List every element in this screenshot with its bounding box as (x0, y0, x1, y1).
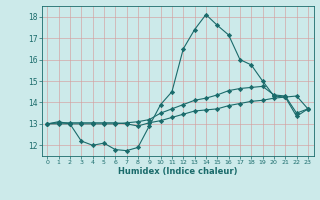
X-axis label: Humidex (Indice chaleur): Humidex (Indice chaleur) (118, 167, 237, 176)
